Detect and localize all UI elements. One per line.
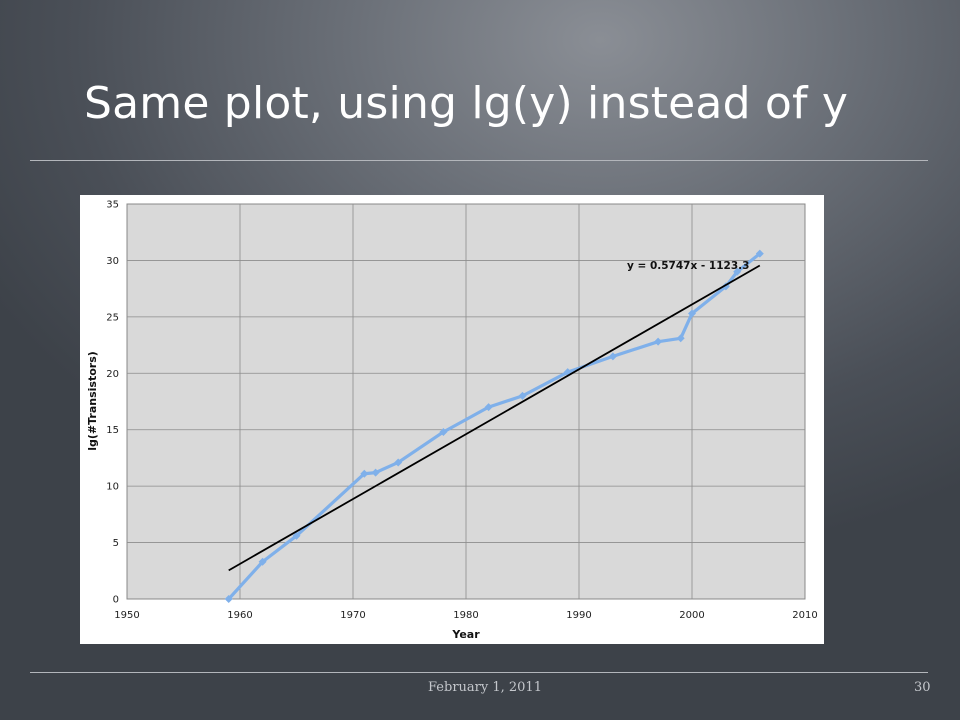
x-tick-labels: 1950 1960 1970 1980 1990 2000 2010: [114, 610, 817, 621]
data-point: [608, 352, 617, 361]
y-tick-labels: 0 5 10 15 20 25 30 35: [106, 200, 119, 606]
data-point: [371, 468, 380, 477]
data-point: [688, 309, 696, 318]
data-point: [394, 458, 403, 467]
y-tick-label: 30: [106, 256, 119, 267]
data-point: [755, 249, 764, 258]
x-tick-label: 2000: [679, 610, 704, 621]
y-tick-label: 10: [106, 482, 119, 493]
x-tick-label: 1980: [453, 610, 478, 621]
x-axis-label: Year: [451, 628, 480, 641]
y-tick-label: 15: [106, 425, 119, 436]
x-tick-label: 1960: [227, 610, 252, 621]
slide-title: Same plot, using lg(y) instead of y: [84, 78, 849, 129]
y-tick-label: 0: [113, 595, 119, 606]
trendline-equation: y = 0.5747x - 1123.3: [627, 260, 749, 272]
x-tick-label: 2010: [792, 610, 817, 621]
x-tick-label: 1970: [340, 610, 365, 621]
footer-date: February 1, 2011: [428, 680, 542, 695]
data-point: [518, 391, 527, 400]
y-tick-label: 35: [106, 200, 119, 211]
title-divider: [30, 160, 928, 161]
data-point: [439, 427, 448, 436]
trendline: [228, 264, 761, 572]
y-tick-label: 5: [113, 538, 119, 549]
y-axis-label: lg(#Transistors): [86, 351, 99, 451]
data-point: [292, 531, 301, 540]
data-point: [563, 368, 572, 377]
data-point: [258, 557, 267, 566]
trendline-group: [228, 264, 761, 572]
x-tick-label: 1990: [566, 610, 591, 621]
footer-divider: [30, 672, 928, 673]
data-point: [654, 337, 663, 346]
data-point: [224, 595, 233, 603]
y-tick-label: 20: [106, 369, 119, 380]
data-point: [484, 403, 493, 412]
data-point: [676, 334, 685, 343]
data-point: [360, 469, 369, 478]
data-point: [733, 267, 742, 276]
grid-lines: [127, 204, 805, 599]
x-tick-label: 1950: [114, 610, 139, 621]
page-number: 30: [914, 680, 931, 695]
chart-panel: 0 5 10 15 20 25 30 35 1950 1960 1970 1980 1990 2000 2…: [80, 195, 824, 644]
transistor-log-chart: 0 5 10 15 20 25 30 35 1950 1960 1970 1980 1990 2000 2…: [86, 200, 818, 642]
y-tick-label: 25: [106, 312, 119, 323]
